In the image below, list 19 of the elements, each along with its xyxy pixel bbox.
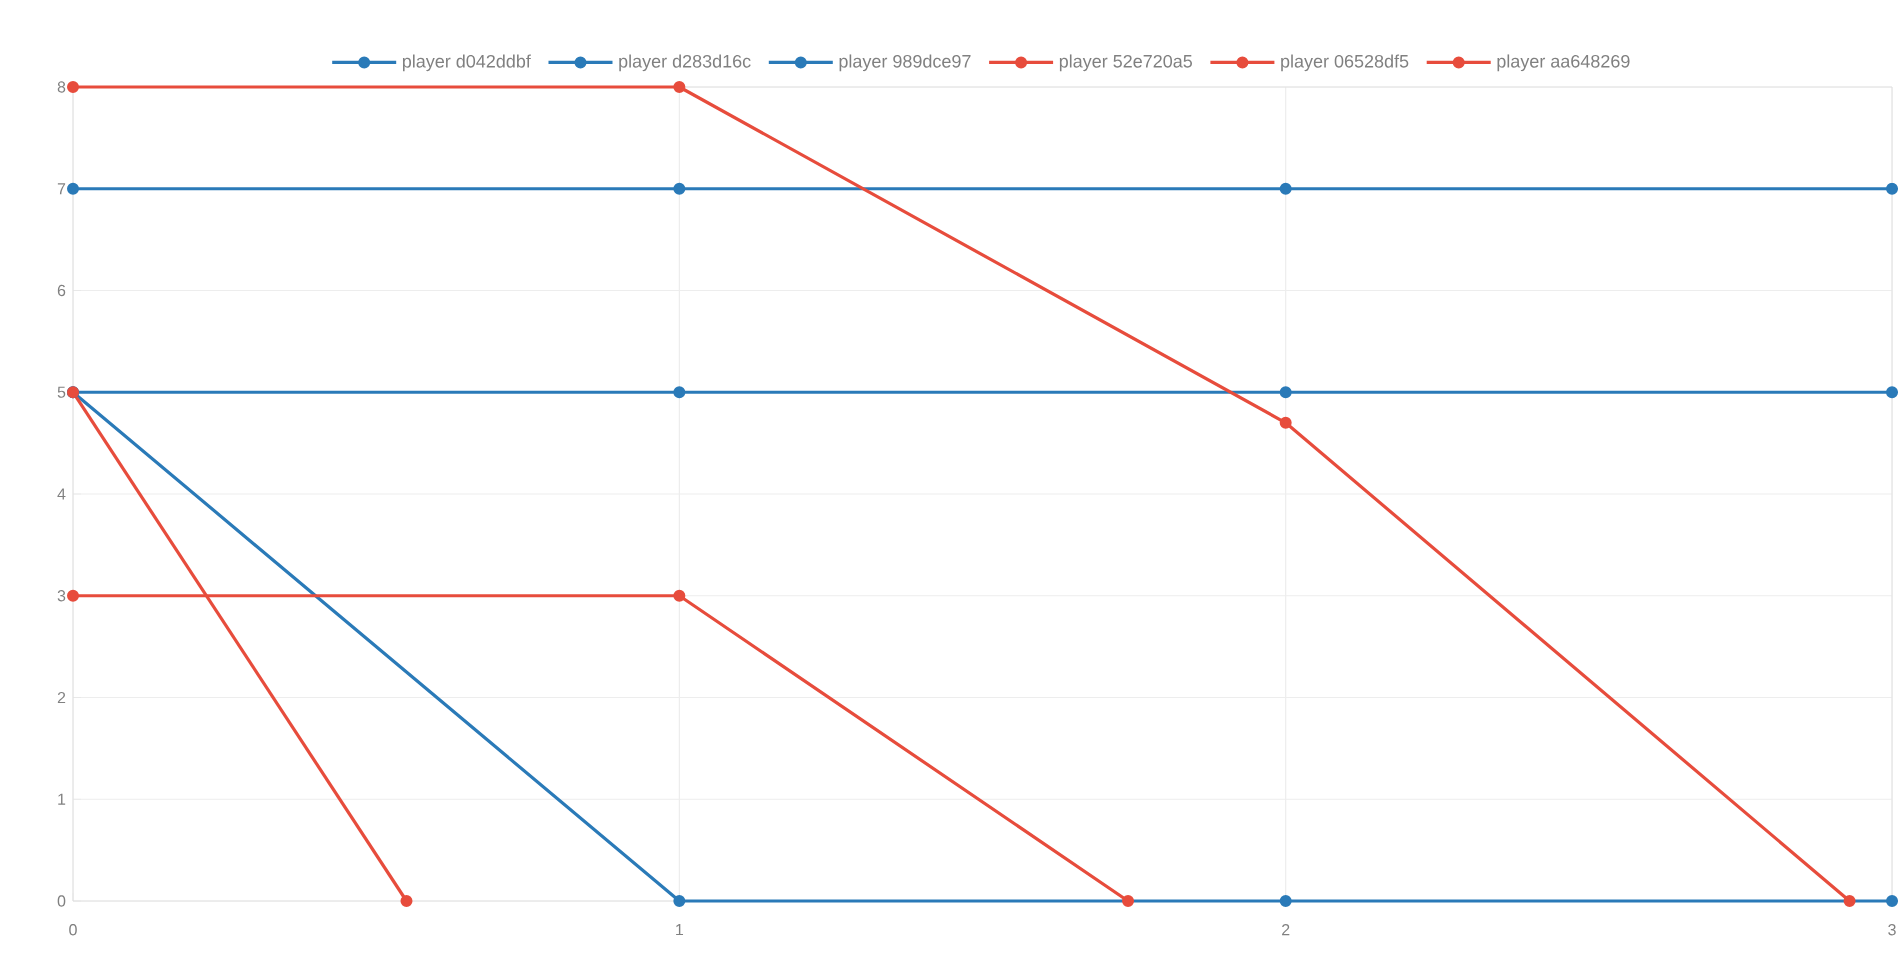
y-tick-label: 3	[57, 590, 66, 602]
x-tick-label: 3	[1888, 924, 1896, 936]
legend-label: player 52e720a5	[1059, 54, 1193, 72]
legend-label: player 06528df5	[1281, 54, 1409, 72]
y-tick-label: 4	[57, 488, 66, 500]
y-tick-label: 8	[57, 81, 66, 93]
y-tick-label: 1	[58, 793, 66, 805]
legend-label: player aa648269	[1497, 54, 1630, 72]
legend-label: player d283d16c	[619, 54, 751, 72]
y-tick-label: 6	[57, 284, 66, 297]
y-tick-label: 5	[57, 386, 66, 398]
x-tick-label: 0	[69, 924, 77, 936]
x-tick-label: 2	[1282, 924, 1290, 936]
y-tick-label: 0	[57, 895, 66, 907]
y-tick-label: 2	[57, 691, 66, 704]
x-tick-label: 1	[676, 924, 684, 936]
legend-label: player d042ddbf	[402, 54, 531, 72]
legend-label: player 989dce97	[839, 54, 971, 72]
y-tick-label: 7	[57, 183, 66, 195]
